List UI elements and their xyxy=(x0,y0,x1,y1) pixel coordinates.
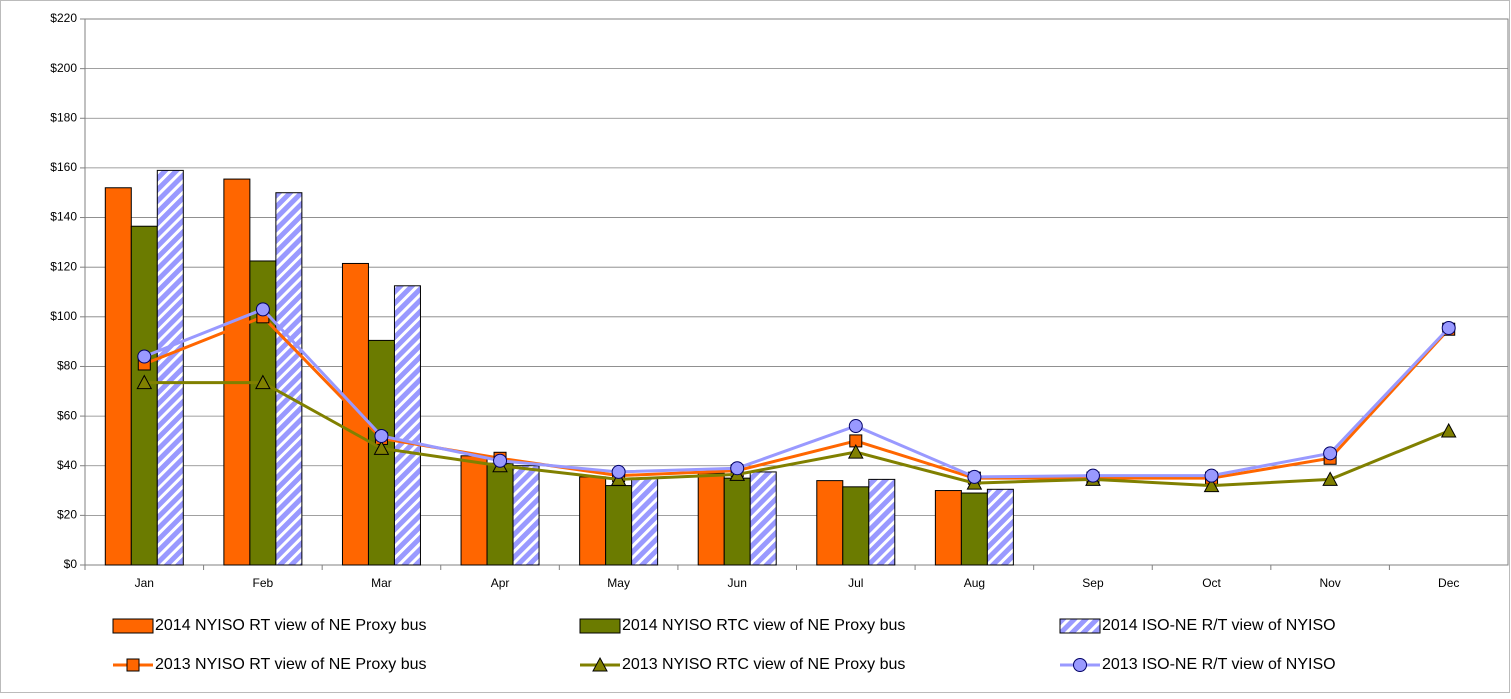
point xyxy=(730,461,745,476)
legend-label: 2013 ISO-NE R/T view of NYISO xyxy=(1102,656,1336,673)
point xyxy=(1085,468,1100,483)
bar xyxy=(156,169,184,566)
bar xyxy=(723,477,751,566)
y-tick-label: $20 xyxy=(57,508,77,522)
x-tick-label: Jun xyxy=(728,576,747,590)
x-tick-label: May xyxy=(607,576,630,590)
bar xyxy=(842,486,870,566)
legend-swatch xyxy=(579,618,621,634)
point xyxy=(1322,471,1338,486)
line xyxy=(143,315,1450,480)
x-tick-label: Nov xyxy=(1319,576,1340,590)
bar xyxy=(223,178,251,566)
bar xyxy=(960,492,988,566)
bar xyxy=(275,192,303,566)
x-tick-label: Jul xyxy=(848,576,863,590)
point xyxy=(967,469,982,484)
y-tick-label: $220 xyxy=(50,11,77,25)
legend-label: 2013 NYISO RTC view of NE Proxy bus xyxy=(622,656,905,673)
y-tick-label: $120 xyxy=(50,259,77,273)
bar xyxy=(749,471,777,566)
legend-label: 2014 NYISO RT view of NE Proxy bus xyxy=(155,617,427,634)
point xyxy=(611,464,626,479)
bar xyxy=(512,465,540,566)
point xyxy=(1440,422,1457,438)
bar xyxy=(104,187,132,566)
line xyxy=(143,307,1450,479)
legend-marker xyxy=(592,656,608,672)
x-tick-label: Apr xyxy=(491,576,510,590)
x-tick-label: Aug xyxy=(964,576,985,590)
bar xyxy=(130,225,158,566)
point xyxy=(847,444,864,459)
legend-label: 2014 ISO-NE R/T view of NYISO xyxy=(1102,617,1336,634)
bar xyxy=(341,262,369,566)
y-tick-label: $80 xyxy=(57,359,77,373)
y-tick-label: $140 xyxy=(50,210,77,224)
x-tick-label: Oct xyxy=(1202,576,1221,590)
point xyxy=(137,349,152,364)
y-tick-label: $60 xyxy=(57,408,77,422)
y-tick-label: $200 xyxy=(50,61,77,75)
bar xyxy=(986,488,1014,566)
legend-marker xyxy=(126,658,140,672)
point xyxy=(1441,320,1456,335)
point xyxy=(374,428,389,443)
bar xyxy=(631,477,659,566)
bar xyxy=(460,455,488,566)
bar xyxy=(605,485,633,566)
legend-swatch xyxy=(1059,618,1101,634)
point xyxy=(1204,468,1219,483)
y-tick-label: $0 xyxy=(64,557,78,571)
point xyxy=(1323,446,1338,461)
bar xyxy=(868,478,896,566)
y-tick-label: $160 xyxy=(50,160,77,174)
legend-label: 2014 NYISO RTC view of NE Proxy bus xyxy=(622,617,905,634)
point xyxy=(373,440,390,455)
x-tick-label: Dec xyxy=(1438,576,1459,590)
x-tick-label: Mar xyxy=(371,576,392,590)
legend-swatch xyxy=(112,618,154,634)
legend-label: 2013 NYISO RT view of NE Proxy bus xyxy=(155,656,427,673)
x-tick-label: Feb xyxy=(253,576,274,590)
bar xyxy=(816,480,844,566)
line xyxy=(144,381,1450,488)
y-tick-label: $180 xyxy=(50,110,77,124)
bar xyxy=(697,472,725,566)
y-tick-label: $40 xyxy=(57,458,77,472)
x-tick-label: Jan xyxy=(135,576,154,590)
bar xyxy=(579,476,607,566)
point xyxy=(848,419,863,434)
y-tick-label: $100 xyxy=(50,309,77,323)
legend-marker xyxy=(1073,658,1087,672)
point xyxy=(1203,477,1220,493)
bar xyxy=(486,462,514,566)
x-tick-label: Sep xyxy=(1082,576,1104,590)
point xyxy=(136,374,153,390)
bar xyxy=(934,490,962,566)
point xyxy=(493,453,508,468)
bar xyxy=(393,285,421,566)
point xyxy=(255,302,270,317)
point xyxy=(255,374,271,390)
